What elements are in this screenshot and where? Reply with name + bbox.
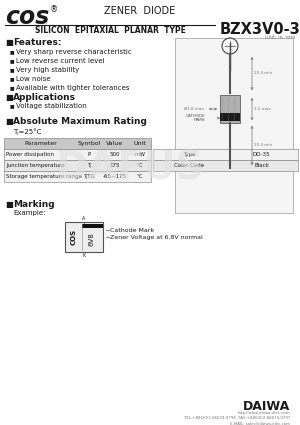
Text: Marking: Marking: [13, 200, 55, 209]
Text: Zener Voltage at 6.8V normal: Zener Voltage at 6.8V normal: [110, 235, 203, 240]
Text: Available with tighter tolerances: Available with tighter tolerances: [16, 85, 130, 91]
Text: Unit: in  mm: Unit: in mm: [265, 35, 295, 40]
Bar: [82, 224, 103, 228]
Text: 25.4 min: 25.4 min: [254, 143, 272, 147]
Bar: [4, 138, 151, 149]
Text: ■: ■: [10, 76, 15, 81]
Text: K: K: [82, 253, 85, 258]
Text: Tⱼ=25°C: Tⱼ=25°C: [13, 128, 41, 135]
Text: 6V8: 6V8: [88, 232, 94, 246]
Text: TⱼTG: TⱼTG: [83, 174, 95, 179]
Text: Ø1.8 max: Ø1.8 max: [184, 107, 204, 111]
Text: Very sharp reverse characteristic: Very sharp reverse characteristic: [16, 49, 132, 55]
Text: Parameter: Parameter: [24, 141, 57, 146]
Text: P: P: [87, 152, 91, 157]
Bar: [65, 222, 103, 252]
Text: ■: ■: [10, 85, 15, 90]
Text: ■: ■: [5, 117, 13, 126]
Text: Very high stability: Very high stability: [16, 67, 79, 73]
Text: SILICON  EPITAXIAL  PLANAR  TYPE: SILICON EPITAXIAL PLANAR TYPE: [34, 26, 185, 35]
Text: COS: COS: [70, 229, 76, 245]
Text: DAFUS: DAFUS: [56, 149, 204, 187]
Bar: [220, 113, 240, 121]
Text: Applications: Applications: [13, 93, 76, 102]
Bar: [220, 95, 240, 123]
Text: ■: ■: [5, 38, 13, 47]
Text: cos: cos: [5, 5, 50, 29]
Text: Unit: Unit: [134, 141, 146, 146]
Text: 3.5 max: 3.5 max: [254, 107, 271, 111]
Text: Color Code: Color Code: [174, 163, 204, 168]
Text: A: A: [82, 216, 86, 221]
Text: Example:: Example:: [13, 210, 46, 216]
Text: Low reverse current level: Low reverse current level: [16, 58, 105, 64]
Text: ®: ®: [50, 5, 58, 14]
Text: ■: ■: [5, 200, 13, 209]
Text: -65~175: -65~175: [103, 174, 127, 179]
Text: 175: 175: [110, 163, 120, 168]
Text: CATHODE
MARK: CATHODE MARK: [186, 113, 206, 122]
Text: Tⱼ: Tⱼ: [87, 163, 91, 168]
Text: ZENER  DIODE: ZENER DIODE: [104, 6, 176, 16]
Bar: [153, 149, 298, 160]
Text: Storage temperature range: Storage temperature range: [6, 174, 82, 179]
Text: Low noise: Low noise: [16, 76, 51, 82]
Text: mW: mW: [134, 152, 146, 157]
Text: ■: ■: [10, 103, 15, 108]
Text: Black: Black: [254, 163, 269, 168]
Bar: [153, 160, 298, 171]
Text: 25.4 min: 25.4 min: [254, 71, 272, 75]
Text: Symbol: Symbol: [77, 141, 101, 146]
Text: http://www.daiwa-elec.com
TEL:+886(0)2-86674-9798  FAX:+886(0)2-86674-9797
E-MAI: http://www.daiwa-elec.com TEL:+886(0)2-8…: [184, 411, 290, 425]
Text: Power dissipation: Power dissipation: [6, 152, 54, 157]
Bar: [4, 149, 151, 160]
Text: BZX3V0-39V: BZX3V0-39V: [220, 22, 300, 37]
Text: Cathode Mark: Cathode Mark: [110, 227, 154, 232]
Text: ■: ■: [10, 58, 15, 63]
Text: 500: 500: [110, 152, 120, 157]
Text: DO-35: DO-35: [253, 152, 271, 157]
Text: ■: ■: [10, 67, 15, 72]
Bar: [4, 160, 151, 171]
Text: Absolute Maximum Rating: Absolute Maximum Rating: [13, 117, 147, 126]
Text: Value: Value: [106, 141, 124, 146]
Text: °C: °C: [137, 163, 143, 168]
Text: °C: °C: [137, 174, 143, 179]
Text: Junction temperature: Junction temperature: [6, 163, 64, 168]
Bar: [175, 38, 293, 213]
Text: ■: ■: [10, 49, 15, 54]
Text: ■: ■: [5, 93, 13, 102]
Text: Type: Type: [183, 152, 196, 157]
Bar: [4, 171, 151, 182]
Text: Features:: Features:: [13, 38, 61, 47]
Text: Voltage stabilization: Voltage stabilization: [16, 103, 87, 109]
Text: DAIWA: DAIWA: [243, 400, 290, 413]
